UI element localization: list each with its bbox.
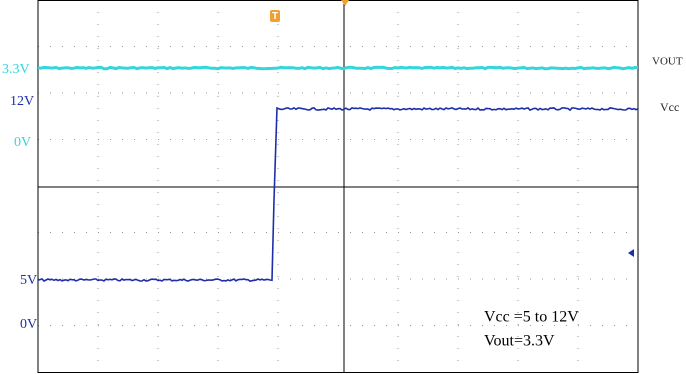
left-label: 5V [20,273,37,288]
grid [38,0,638,372]
left-label: 12V [10,94,34,109]
level-arrow [628,249,634,257]
vout-trace [37,65,639,71]
trigger-marker: T [272,11,278,22]
right-label: Vcc [660,100,679,114]
annotation: Vcc =5 to 12V [484,309,579,326]
annotation: Vout=3.3V [484,333,555,350]
vcc-trace [37,106,639,282]
left-label: 0V [20,317,37,332]
left-label: 3.3V [2,62,30,77]
left-label: 0V [14,135,31,150]
trigger-marker-box [270,10,280,22]
right-label: VOUT [652,56,683,68]
trigger-position [341,0,349,6]
